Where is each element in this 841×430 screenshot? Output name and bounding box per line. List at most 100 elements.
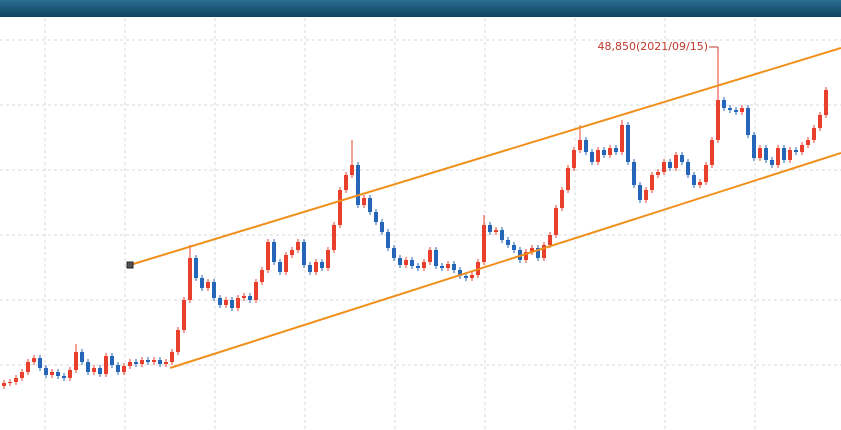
candle-body — [158, 360, 162, 364]
candle-body — [182, 300, 186, 330]
candle-body — [272, 242, 276, 262]
candle-body — [422, 262, 426, 268]
candle-body — [716, 100, 720, 140]
candle-body — [278, 262, 282, 272]
candle-body — [800, 145, 804, 152]
candle-body — [50, 372, 54, 375]
candle-body — [134, 362, 138, 364]
candle-body — [674, 155, 678, 168]
candle-body — [686, 162, 690, 175]
candle-body — [482, 225, 486, 262]
candle-body — [326, 250, 330, 268]
candle-body — [602, 150, 606, 155]
candle-body — [218, 298, 222, 305]
candle-body — [506, 240, 510, 245]
candle-body — [740, 108, 744, 112]
vertical-grid — [44, 18, 756, 430]
candle-body — [596, 150, 600, 162]
candle-body — [116, 365, 120, 372]
candle-body — [560, 190, 564, 208]
candle-body — [302, 242, 306, 265]
candle-body — [80, 352, 84, 362]
candle-body — [290, 250, 294, 255]
candle-body — [746, 108, 750, 135]
candle-body — [614, 148, 618, 152]
candle-body — [812, 128, 816, 140]
candle-body — [74, 352, 78, 370]
candle-body — [368, 198, 372, 212]
candle-body — [392, 248, 396, 258]
trend-channel — [126, 47, 841, 369]
candle-body — [404, 260, 408, 265]
peak-label: 48,850(2021/09/15) — [598, 40, 708, 53]
candle-body — [98, 368, 102, 374]
candle-body — [104, 356, 108, 374]
upper-trendline — [129, 47, 841, 266]
candle-body — [350, 165, 354, 175]
candle-body — [398, 258, 402, 265]
candle-body — [488, 225, 492, 232]
candle-body — [314, 262, 318, 272]
candle-body — [254, 282, 258, 300]
candle-body — [728, 108, 732, 110]
candle-body — [752, 135, 756, 158]
candle-body — [824, 90, 828, 115]
candle-body — [698, 182, 702, 185]
candle-body — [308, 265, 312, 272]
candle-body — [608, 148, 612, 155]
candle-body — [212, 282, 216, 298]
candle-body — [266, 242, 270, 270]
candle-body — [770, 160, 774, 165]
candle-body — [206, 282, 210, 288]
candle-body — [566, 168, 570, 190]
candle-body — [434, 250, 438, 266]
trendline-handle — [126, 261, 134, 269]
candle-body — [692, 175, 696, 185]
candle-body — [86, 362, 90, 372]
candle-body — [2, 383, 6, 386]
candle-body — [170, 352, 174, 362]
candle-body — [92, 368, 96, 372]
candle-body — [410, 260, 414, 266]
candle-body — [230, 300, 234, 308]
candle-body — [584, 140, 588, 152]
candle-body — [44, 368, 48, 375]
candle-body — [764, 148, 768, 160]
lower-trendline — [169, 152, 841, 369]
candle-body — [146, 360, 150, 362]
candle-body — [374, 212, 378, 222]
candle-body — [176, 330, 180, 352]
candle-body — [590, 152, 594, 162]
candle-body — [386, 232, 390, 248]
candle-body — [164, 362, 168, 364]
candle-body — [500, 230, 504, 240]
candle-body — [8, 382, 12, 383]
horizontal-grid — [0, 39, 841, 366]
candle-body — [782, 148, 786, 160]
candle-body — [704, 165, 708, 182]
candle-body — [734, 110, 738, 112]
candle-body — [320, 262, 324, 268]
candle-body — [56, 372, 60, 376]
candle-body — [638, 185, 642, 200]
candle-body — [464, 276, 468, 278]
candle-body — [122, 366, 126, 372]
candle-body — [38, 358, 42, 368]
candle-body — [332, 225, 336, 250]
candle-body — [200, 278, 204, 288]
candle-body — [140, 360, 144, 364]
candle-body — [710, 140, 714, 165]
candle-body — [68, 370, 72, 378]
candle-body — [242, 296, 246, 298]
candle-body — [494, 230, 498, 232]
annotation: 48,850(2021/09/15) — [598, 40, 719, 53]
candle-body — [152, 360, 156, 362]
candle-body — [524, 252, 528, 260]
candle-body — [530, 248, 534, 252]
candle-body — [758, 148, 762, 158]
candle-body — [512, 245, 516, 250]
candle-body — [548, 235, 552, 245]
candle-body — [578, 140, 582, 150]
candle-body — [128, 362, 132, 366]
